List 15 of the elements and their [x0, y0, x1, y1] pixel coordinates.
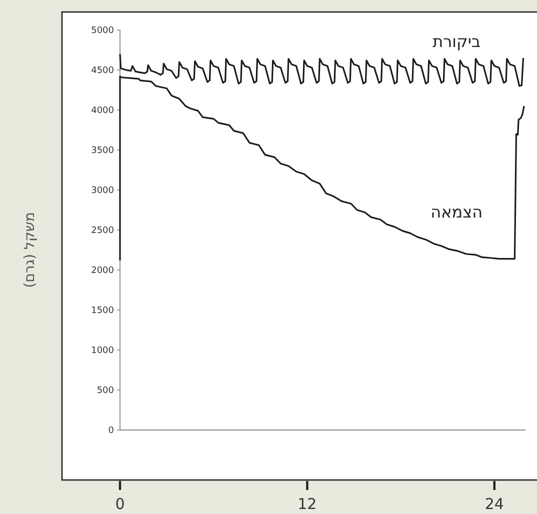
ytick: 4500 [91, 66, 114, 76]
ylabel: משקל (גרם) [22, 212, 38, 288]
ytick: 5000 [91, 26, 114, 36]
ytick: 0 [108, 426, 114, 436]
xtick: 24 [484, 495, 504, 513]
ytick: 4000 [91, 106, 114, 116]
ytick: 2000 [91, 266, 114, 276]
xtick: 12 [298, 495, 317, 513]
ytick: 3500 [91, 146, 114, 156]
ytick: 1500 [91, 306, 114, 316]
xtick: 0 [115, 495, 125, 513]
ytick: 1000 [91, 346, 114, 356]
ytick: 500 [96, 386, 114, 396]
ytick: 3000 [91, 186, 114, 196]
ytick: 2500 [91, 226, 114, 236]
